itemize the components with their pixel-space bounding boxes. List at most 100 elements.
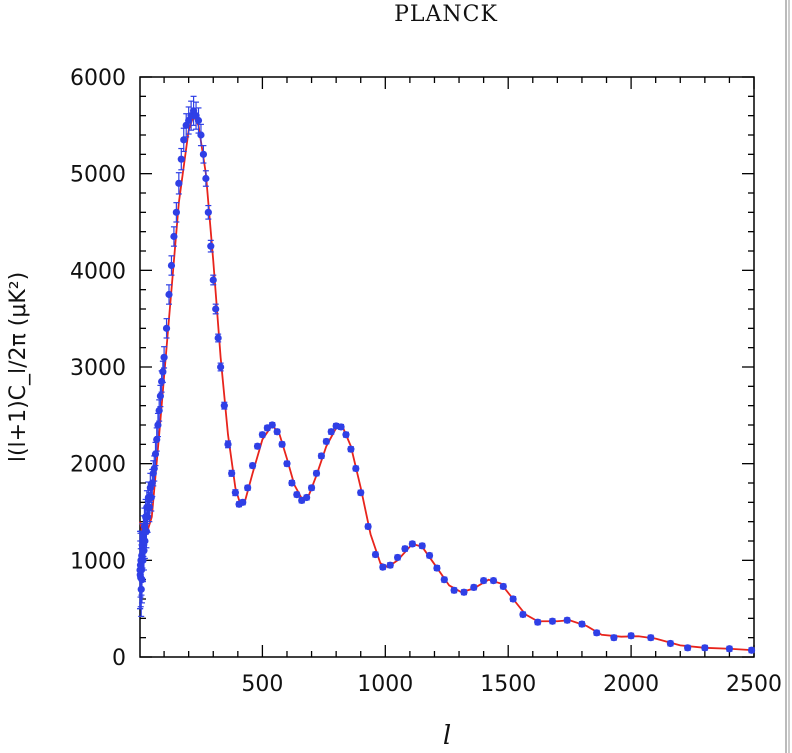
data-point (347, 445, 355, 453)
data-point (470, 583, 478, 592)
data-point (258, 431, 267, 439)
y-tick-label: 0 (112, 646, 126, 671)
data-point (248, 462, 257, 470)
data-point (239, 498, 247, 506)
data-point (460, 588, 468, 596)
data-point (440, 576, 448, 584)
y-tick-label: 1000 (70, 549, 126, 574)
data-point (158, 377, 166, 386)
data-point (327, 428, 335, 436)
data-point (317, 452, 325, 460)
data-point (548, 617, 557, 625)
data-point (212, 305, 220, 313)
data-point (371, 550, 380, 559)
data-point (342, 431, 350, 439)
data-point (180, 136, 188, 144)
data-point (386, 561, 394, 569)
data-point (268, 421, 276, 429)
data-point (172, 208, 180, 216)
data-point (534, 618, 542, 626)
data-point (408, 540, 416, 548)
data-point (303, 493, 311, 502)
data-point (610, 634, 618, 642)
data-point (177, 155, 185, 163)
data-point (593, 629, 601, 637)
data-point (142, 527, 150, 535)
data-point (509, 595, 517, 603)
data-point (151, 450, 160, 458)
data-point (307, 484, 316, 492)
data-point (725, 645, 734, 653)
plot-frame (139, 76, 755, 658)
x-axis-tick-labels: 500 1000 1500 2000 2500 (241, 672, 782, 697)
data-point (480, 577, 488, 585)
data-point (209, 276, 217, 284)
data-point (167, 261, 176, 270)
y-tick-label: 4000 (70, 259, 126, 284)
data-point (364, 522, 372, 531)
data-point (154, 421, 162, 429)
x-tick-label: 500 (241, 672, 283, 697)
data-point (150, 464, 158, 473)
data-point (156, 392, 165, 400)
data-point (147, 493, 155, 502)
y-axis-tick-labels: 0 1000 2000 3000 4000 5000 6000 (70, 66, 126, 671)
data-point (312, 469, 321, 477)
data-point (647, 634, 655, 642)
data-point (197, 131, 205, 139)
data-point (217, 363, 225, 371)
data-point (170, 232, 178, 241)
y-tick-label: 3000 (70, 356, 126, 381)
data-point (322, 437, 330, 446)
x-tick-label: 2000 (603, 672, 659, 697)
data-point (450, 586, 458, 594)
data-point (701, 644, 709, 652)
data-point (283, 460, 291, 468)
data-point (563, 616, 571, 624)
data-point (160, 353, 168, 361)
data-point (519, 610, 527, 619)
data-point (228, 469, 236, 477)
data-point (207, 242, 215, 250)
data-point (352, 464, 360, 473)
data-point (194, 116, 203, 125)
data-point (499, 582, 507, 591)
data-point (253, 442, 262, 450)
data-point (337, 423, 345, 431)
data-point (393, 553, 402, 562)
data-point (144, 513, 152, 521)
data-point (433, 564, 441, 572)
data-point (214, 334, 222, 342)
data-point (224, 440, 232, 448)
data-point (418, 542, 426, 550)
data-point (244, 484, 252, 492)
y-tick-label: 2000 (70, 453, 126, 478)
chart-title: PLANCK (394, 2, 498, 27)
data-point (401, 545, 409, 553)
x-tick-label: 1000 (357, 672, 413, 697)
data-point (175, 179, 183, 187)
x-axis-label: l (443, 721, 451, 751)
data-point (425, 551, 434, 560)
data-point (747, 646, 756, 654)
data-point (202, 174, 210, 183)
y-tick-label: 6000 (70, 66, 126, 91)
data-point (684, 644, 692, 652)
data-point (293, 491, 301, 499)
data-point (578, 620, 586, 628)
data-point (489, 577, 498, 585)
x-tick-label: 2500 (726, 672, 782, 697)
data-point (140, 547, 148, 555)
data-point (666, 639, 675, 648)
data-point (273, 428, 281, 436)
y-tick-label: 5000 (70, 163, 126, 188)
x-tick-label: 1500 (480, 672, 536, 697)
data-point (162, 324, 171, 332)
data-point (231, 489, 239, 497)
data-point (220, 402, 228, 410)
data-point (379, 563, 387, 571)
series-layer (136, 95, 756, 654)
data-point (155, 406, 163, 415)
data-point (165, 290, 173, 299)
